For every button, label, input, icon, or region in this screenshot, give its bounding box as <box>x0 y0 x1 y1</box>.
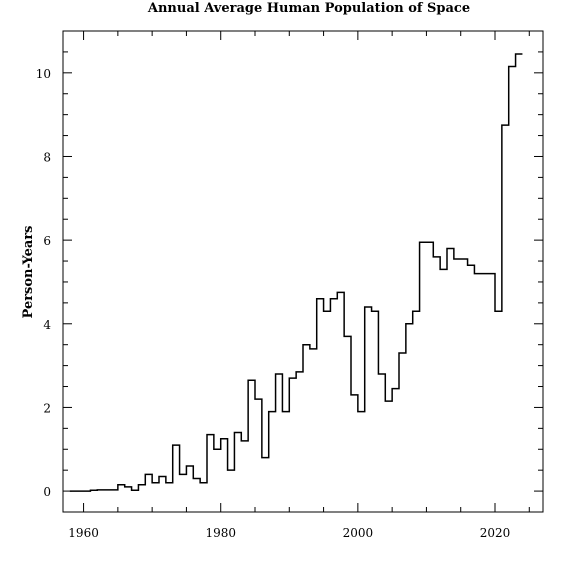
x-tick-label: 2020 <box>480 526 511 540</box>
population-step-line <box>69 53 523 492</box>
y-tick-label: 8 <box>43 150 51 164</box>
chart-title: Annual Average Human Population of Space <box>147 1 470 16</box>
y-tick-label: 4 <box>43 318 51 332</box>
axis-tick-labels: 1960 1980 2000 2020 0 2 4 6 8 10 <box>36 67 511 540</box>
y-tick-label: 0 <box>43 485 51 499</box>
y-axis-label: Person-Years <box>21 226 36 319</box>
x-tick-label: 2000 <box>343 526 374 540</box>
x-tick-label: 1960 <box>68 526 99 540</box>
y-tick-label: 10 <box>36 67 51 81</box>
y-tick-label: 6 <box>43 234 51 248</box>
x-tick-label: 1980 <box>205 526 236 540</box>
y-tick-label: 2 <box>43 401 51 415</box>
axis-ticks <box>63 31 543 512</box>
plot-frame <box>62 30 544 513</box>
